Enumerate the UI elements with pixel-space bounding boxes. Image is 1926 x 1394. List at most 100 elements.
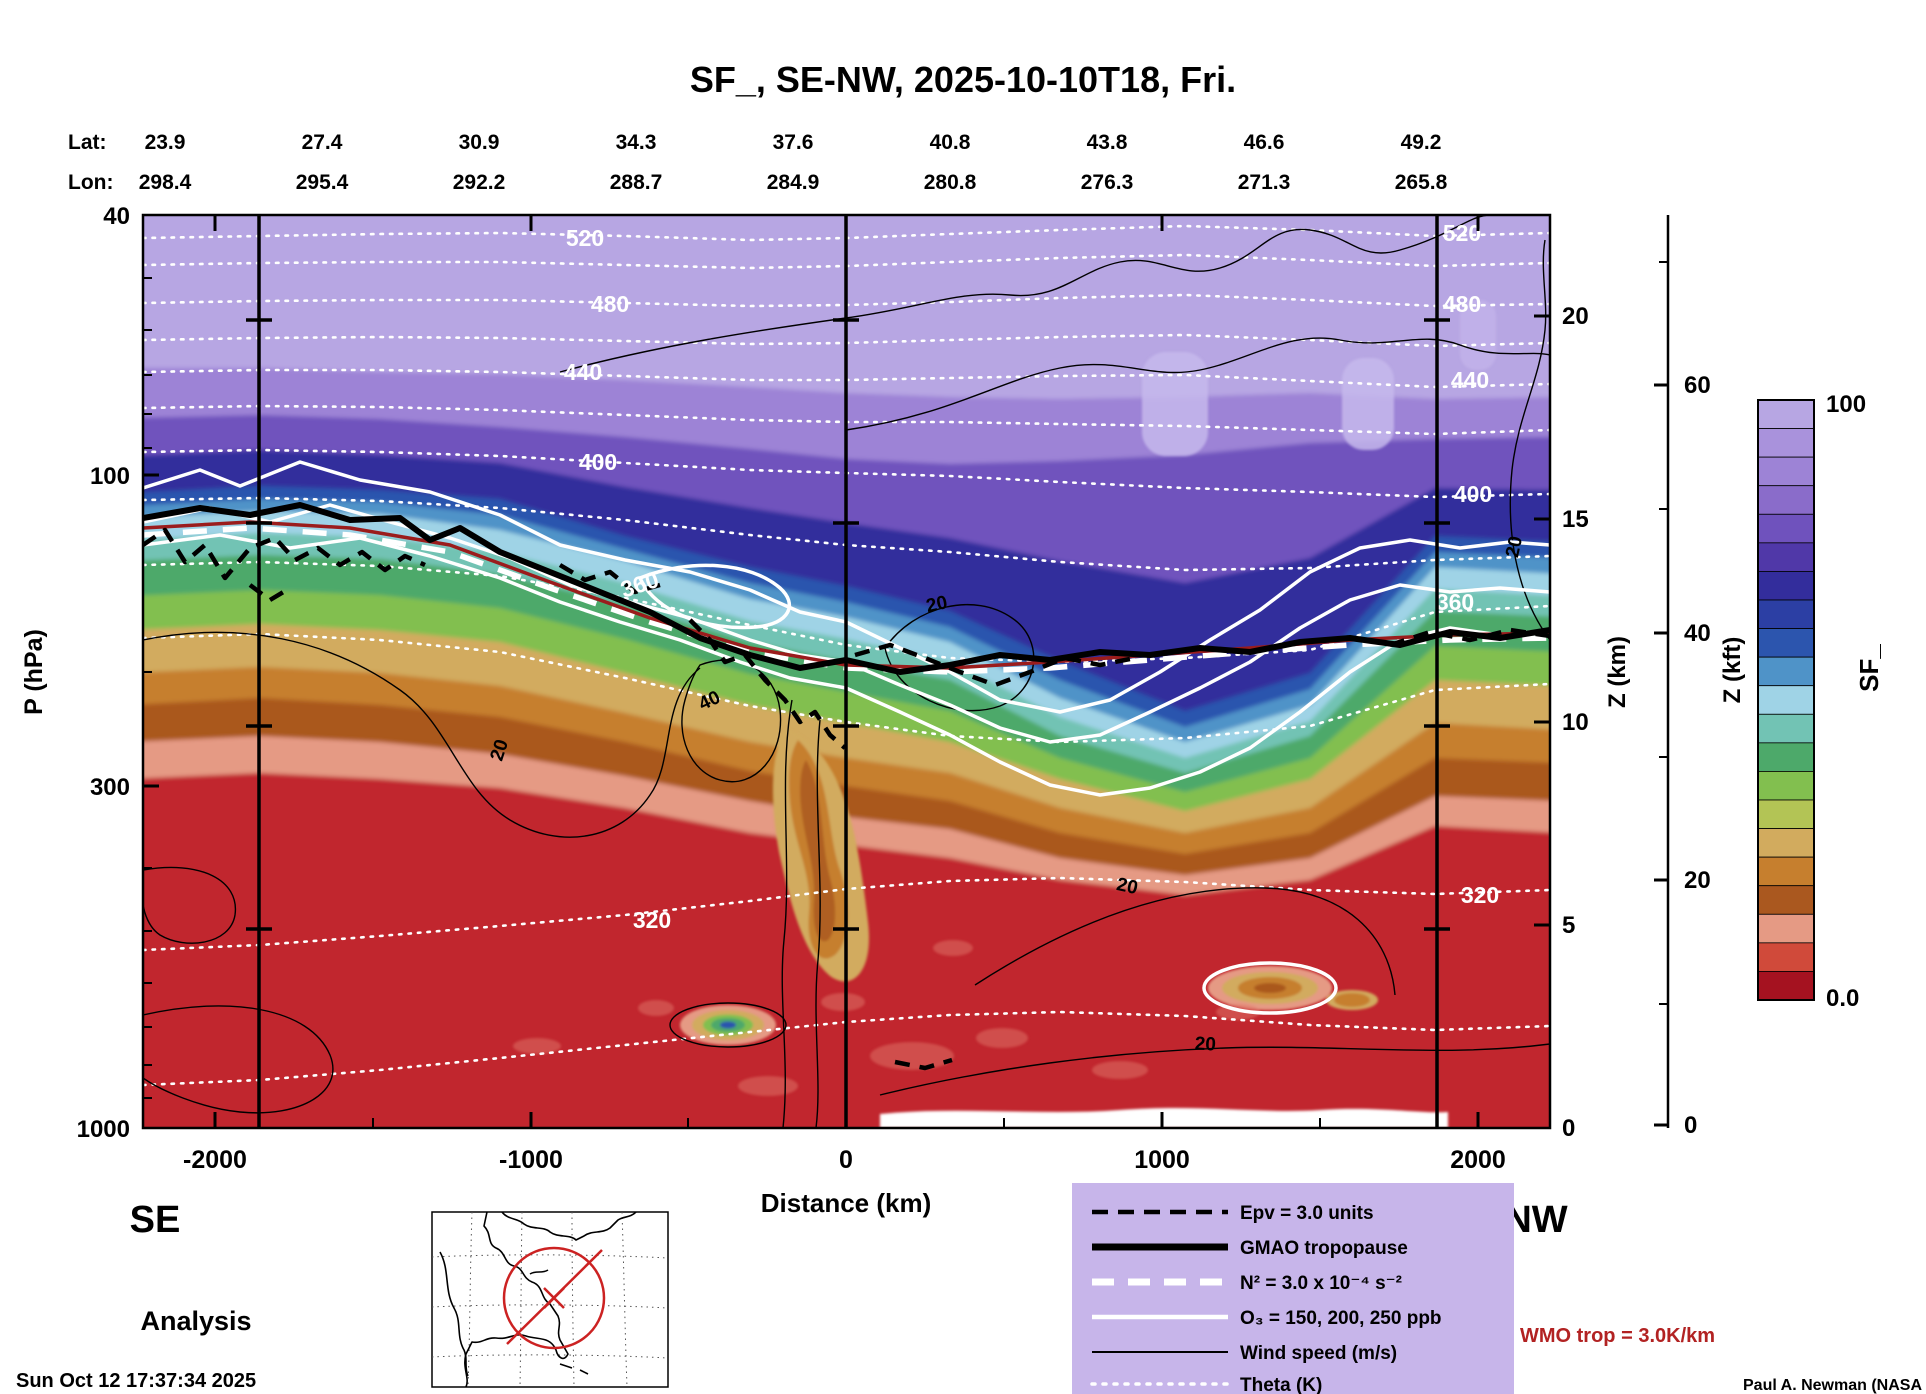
lat-value: 34.3 xyxy=(616,131,657,154)
colorbar-band xyxy=(1757,856,1815,887)
theta-label: 320 xyxy=(1461,882,1499,908)
lon-value: 280.8 xyxy=(924,171,977,194)
colorbar-band xyxy=(1757,913,1815,944)
colorbar-bands xyxy=(1757,399,1815,1001)
legend-background xyxy=(1072,1183,1514,1394)
theta-label: 520 xyxy=(566,225,604,251)
low-level-tan-blob xyxy=(1208,966,1378,1010)
stratospheric-intrusion-streak xyxy=(800,760,836,942)
theta-label: 320 xyxy=(633,907,671,933)
km-tick: 10 xyxy=(1562,709,1589,736)
colorbar-band xyxy=(1757,771,1815,801)
colorbar-band xyxy=(1757,513,1815,544)
gmao-tropopause-line xyxy=(143,502,1550,675)
legend-label: GMAO tropopause xyxy=(1240,1238,1408,1259)
strat-light-patch xyxy=(1142,352,1208,456)
pressure-tick: 40 xyxy=(103,203,130,230)
colorbar-min-label: 0.0 xyxy=(1826,985,1859,1012)
credit-line: Paul A. Newman (NASA xyxy=(1743,1377,1922,1394)
colorbar-band xyxy=(1757,885,1815,915)
km-tick: 0 xyxy=(1562,1115,1575,1142)
latlon-header: Lat: Lon: 23.9 27.4 30.9 34.3 37.6 40.8 … xyxy=(68,131,1448,194)
figure-title: SF_, SE-NW, 2025-10-10T18, Fri. xyxy=(690,59,1236,100)
lon-value: 298.4 xyxy=(139,171,192,194)
strat-light-patch xyxy=(1342,358,1394,450)
theta-label: 400 xyxy=(1454,481,1492,507)
theta-label: 360 xyxy=(1436,589,1474,615)
distance-tick: 1000 xyxy=(1134,1146,1190,1174)
altitude-kft-axis-title: Z (kft) xyxy=(1719,637,1746,704)
km-tick: 5 xyxy=(1562,912,1575,939)
kft-tick: 0 xyxy=(1684,1112,1697,1139)
theta-label: 480 xyxy=(1443,291,1481,317)
altitude-km-axis-title: Z (km) xyxy=(1604,636,1631,708)
lon-row-label: Lon: xyxy=(68,171,113,194)
plot-area: 520 520 480 480 440 440 400 400 360 360 … xyxy=(143,215,1550,1128)
wind-label: 20 xyxy=(1115,874,1140,899)
legend-label: N² = 3.0 x 10⁻⁴ s⁻² xyxy=(1240,1273,1402,1294)
theta-label: 400 xyxy=(579,449,617,475)
analysis-label: Analysis xyxy=(140,1306,251,1336)
distance-tick: -1000 xyxy=(499,1146,563,1174)
colorbar-band xyxy=(1757,971,1815,1001)
map-coastline xyxy=(439,1212,637,1387)
epv-contours xyxy=(143,527,1550,1071)
colorbar-band xyxy=(1757,456,1815,487)
colorbar-band xyxy=(1757,656,1815,687)
lat-value: 27.4 xyxy=(302,131,343,154)
lat-value: 30.9 xyxy=(459,131,500,154)
theta-label: 480 xyxy=(591,291,629,317)
domain-reference-lines xyxy=(246,215,1450,1128)
colorbar-band xyxy=(1757,571,1815,601)
wind-label: 20 xyxy=(1502,534,1527,559)
pressure-axis: 40 100 300 1000 P (hPa) xyxy=(20,203,130,1143)
low-level-bullseye xyxy=(680,1005,776,1045)
colorbar-band xyxy=(1757,799,1815,829)
colorbar-band xyxy=(1757,628,1815,658)
colorbar-band xyxy=(1757,685,1815,715)
kft-tick: 60 xyxy=(1684,372,1711,399)
lon-value: 288.7 xyxy=(610,171,663,194)
colorbar-band xyxy=(1757,542,1815,572)
surface-white-strip xyxy=(880,1108,1448,1128)
lat-value: 49.2 xyxy=(1401,131,1442,154)
colorbar-band xyxy=(1757,713,1815,744)
colorbar-band xyxy=(1757,428,1815,458)
distance-tick: -2000 xyxy=(183,1146,247,1174)
distance-tick: 0 xyxy=(839,1146,853,1174)
distance-tick: 2000 xyxy=(1450,1146,1506,1174)
pink-patches xyxy=(513,940,1260,1096)
plot-legend: Epv = 3.0 units GMAO tropopause N² = 3.0… xyxy=(1072,1183,1514,1394)
lon-value: 265.8 xyxy=(1395,171,1448,194)
colorbar-frame xyxy=(1757,399,1815,1001)
lat-value: 40.8 xyxy=(930,131,971,154)
legend-label: Epv = 3.0 units xyxy=(1240,1203,1374,1224)
colorbar-band xyxy=(1757,599,1815,629)
corner-label-se: SE xyxy=(130,1199,181,1241)
colorbar-band xyxy=(1757,485,1815,515)
lat-value: 43.8 xyxy=(1087,131,1128,154)
pressure-axis-title: P (hPa) xyxy=(20,629,48,715)
map-transect-marker xyxy=(502,1246,606,1350)
colorbar: 100 0.0 SF_ xyxy=(1757,391,1884,1012)
corner-label-nw: NW xyxy=(1504,1199,1567,1241)
wind-label: 20 xyxy=(1194,1033,1216,1055)
lon-value: 295.4 xyxy=(296,171,349,194)
lat-row-label: Lat: xyxy=(68,131,107,154)
lon-value: 292.2 xyxy=(453,171,506,194)
lon-value: 284.9 xyxy=(767,171,820,194)
wind-label: 20 xyxy=(924,592,949,617)
theta-contour-labels: 520 520 480 480 440 440 400 400 360 360 … xyxy=(564,220,1499,933)
lat-value: 23.9 xyxy=(145,131,186,154)
distance-axis: -2000 -1000 0 1000 2000 Distance (km) xyxy=(183,1146,1506,1218)
lon-value: 271.3 xyxy=(1238,171,1291,194)
theta-label: 440 xyxy=(564,359,602,385)
legend-label: Theta (K) xyxy=(1240,1375,1322,1394)
legend-label: Wind speed (m/s) xyxy=(1240,1343,1397,1364)
km-tick: 15 xyxy=(1562,506,1589,533)
wind-contour-labels: 20 40 20 20 20 20 xyxy=(487,534,1528,1055)
colorbar-band xyxy=(1757,828,1815,858)
altitude-km-axis: 20 15 10 5 0 Z (km) xyxy=(1562,303,1631,1142)
